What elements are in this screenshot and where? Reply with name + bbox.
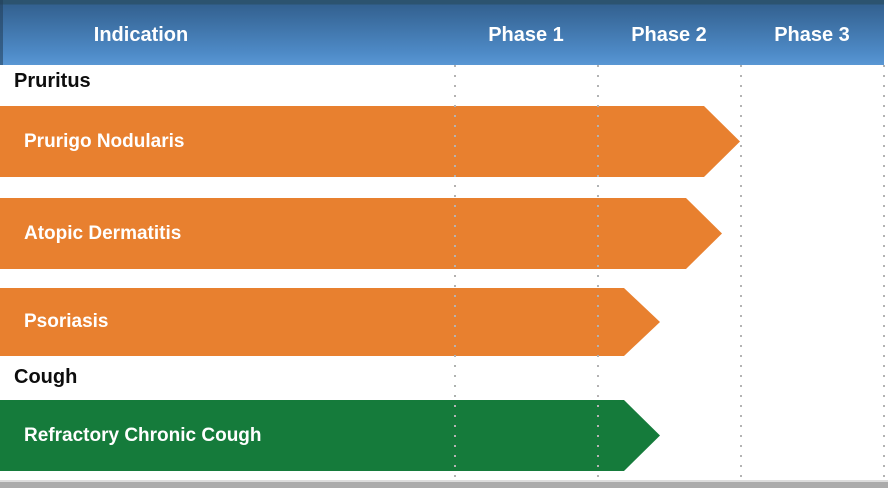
pipeline-bar-atopic-dermatitis: Atopic Dermatitis bbox=[0, 198, 722, 269]
group-label-cough: Cough bbox=[14, 366, 78, 388]
pipeline-bar-psoriasis: Psoriasis bbox=[0, 288, 660, 356]
bar-label: Psoriasis bbox=[24, 311, 109, 332]
bar-label: Prurigo Nodularis bbox=[24, 130, 185, 152]
pipeline-bar-prurigo-nodularis: Prurigo Nodularis bbox=[0, 106, 740, 177]
bottom-baseline-bar bbox=[0, 480, 888, 488]
phase-gridline-end bbox=[883, 65, 885, 480]
bar-label: Atopic Dermatitis bbox=[24, 222, 182, 244]
column-header-band: Indication Phase 1 Phase 2 Phase 3 bbox=[0, 0, 884, 65]
column-header-indication: Indication bbox=[93, 24, 189, 46]
group-label-pruritus: Pruritus bbox=[14, 70, 91, 92]
phase-gridline-2-3 bbox=[740, 65, 742, 480]
phase-gridline-start bbox=[454, 65, 456, 480]
phase-gridline-1-2 bbox=[597, 65, 599, 480]
column-header-phase-3: Phase 3 bbox=[774, 24, 850, 46]
column-header-phase-2: Phase 2 bbox=[631, 24, 707, 46]
bar-label: Refractory Chronic Cough bbox=[24, 424, 262, 446]
pipeline-bar-refractory-chronic-cough: Refractory Chronic Cough bbox=[0, 400, 660, 471]
column-header-phase-1: Phase 1 bbox=[488, 24, 564, 46]
